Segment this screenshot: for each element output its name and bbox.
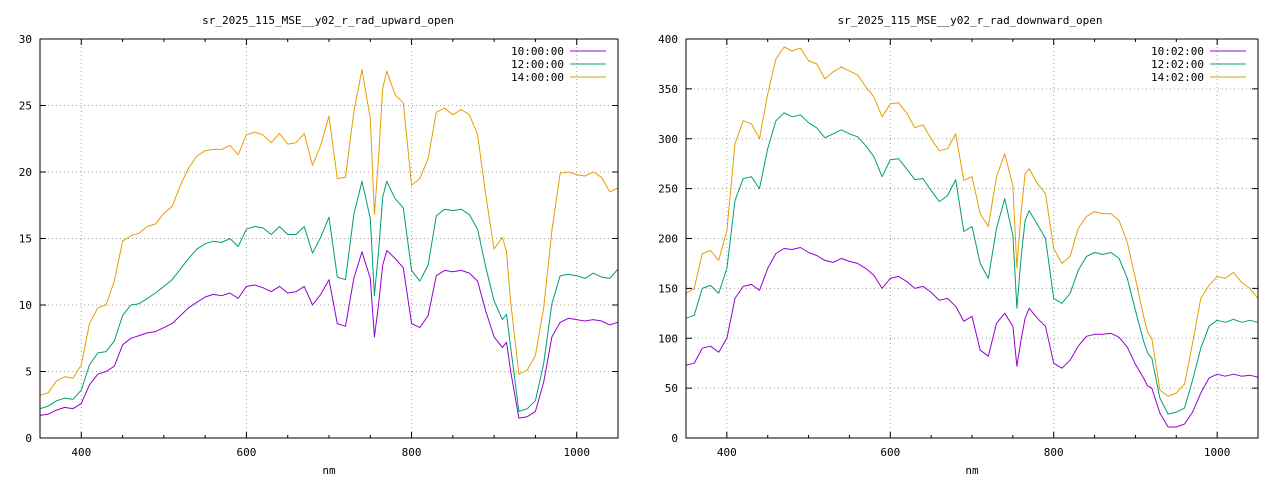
plot-frame <box>685 38 1259 439</box>
x-tick-label: 1000 <box>563 446 590 459</box>
y-tick-label: 25 <box>19 100 32 113</box>
series-line-2 <box>685 112 1259 415</box>
x-tick-label: 600 <box>880 446 900 459</box>
x-tick-label: 800 <box>1044 446 1064 459</box>
y-tick-label: 30 <box>19 33 32 46</box>
x-axis-label: nm <box>322 464 336 477</box>
chart-downward: sr_2025_115_MSE__y02_r_rad_downward_open… <box>658 14 1259 477</box>
y-tick-label: 10 <box>19 299 32 312</box>
series-line-3 <box>39 69 619 396</box>
x-tick-label: 600 <box>236 446 256 459</box>
legend-label: 12:00:00 <box>511 58 564 71</box>
x-tick-label: 400 <box>717 446 737 459</box>
y-tick-label: 15 <box>19 233 32 246</box>
y-tick-label: 250 <box>658 183 678 196</box>
x-tick-label: 1000 <box>1204 446 1231 459</box>
y-tick-label: 300 <box>658 133 678 146</box>
x-tick-label: 400 <box>71 446 91 459</box>
y-tick-label: 5 <box>25 366 32 379</box>
series-line-1 <box>685 247 1259 428</box>
y-tick-label: 400 <box>658 33 678 46</box>
series-line-3 <box>685 46 1259 397</box>
x-axis-label: nm <box>965 464 979 477</box>
legend-label: 10:00:00 <box>511 45 564 58</box>
chart-title: sr_2025_115_MSE__y02_r_rad_upward_open <box>202 14 454 27</box>
chart-title: sr_2025_115_MSE__y02_r_rad_downward_open <box>838 14 1103 27</box>
x-tick-label: 800 <box>402 446 422 459</box>
y-tick-label: 350 <box>658 83 678 96</box>
y-tick-label: 100 <box>658 332 678 345</box>
legend-label: 14:00:00 <box>511 71 564 84</box>
y-tick-label: 200 <box>658 233 678 246</box>
series-line-2 <box>39 180 619 412</box>
legend-label: 14:02:00 <box>1151 71 1204 84</box>
y-tick-label: 50 <box>665 382 678 395</box>
y-tick-label: 0 <box>25 432 32 445</box>
y-tick-label: 150 <box>658 282 678 295</box>
y-tick-label: 20 <box>19 166 32 179</box>
legend-label: 10:02:00 <box>1151 45 1204 58</box>
plot-frame <box>39 38 619 439</box>
y-tick-label: 0 <box>671 432 678 445</box>
series-line-1 <box>39 250 619 419</box>
legend-label: 12:02:00 <box>1151 58 1204 71</box>
chart-upward: sr_2025_115_MSE__y02_r_rad_upward_open 0 5… <box>19 14 619 477</box>
